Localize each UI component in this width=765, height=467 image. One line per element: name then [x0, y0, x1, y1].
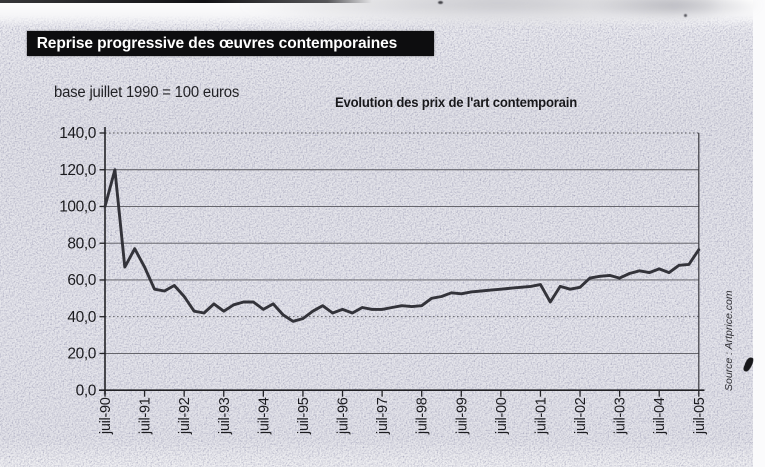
x-axis-label: juil-04 [652, 397, 668, 435]
x-axis-label: juil-92 [177, 397, 193, 435]
y-axis-tick-labels: 0,0 20,0 40,0 60,0 80,0 100,0 120,0 140,0 [59, 125, 97, 399]
x-axis-label: juil-00 [494, 397, 510, 435]
contemporary-art-price-line [103, 168, 701, 323]
x-axis-label: juil-99 [454, 397, 470, 435]
y-axis-label: 100,0 [59, 199, 97, 216]
x-axis-label: juil-90 [98, 397, 114, 435]
y-axis-label: 80,0 [67, 235, 96, 252]
x-axis-label: juil-02 [573, 397, 589, 435]
y-axis-label: 20,0 [67, 346, 96, 363]
x-axis-label: juil-98 [415, 397, 431, 435]
x-axis-label: juil-95 [296, 397, 312, 435]
chart-axes [99, 127, 705, 397]
chart-gridlines [105, 132, 699, 354]
y-axis-label: 40,0 [67, 309, 96, 326]
x-axis-label: juil-05 [692, 397, 708, 435]
price-line-series [103, 168, 701, 323]
x-axis-label: juil-01 [533, 397, 549, 435]
x-axis-label: juil-97 [375, 397, 391, 435]
x-axis-label: juil-96 [336, 397, 352, 435]
y-axis-label: 140,0 [59, 125, 97, 142]
x-axis-tick-labels: juil-90 juil-91 juil-92 juil-93 juil-94 juil-… [98, 397, 708, 435]
x-axis-label: juil-91 [138, 397, 154, 435]
y-axis-label: 0,0 [76, 382, 97, 399]
x-axis-label: juil-94 [256, 397, 272, 435]
x-axis-label: juil-03 [613, 397, 629, 435]
y-axis-label: 60,0 [67, 272, 96, 289]
y-axis-label: 120,0 [59, 162, 97, 179]
x-axis-label: juil-93 [217, 397, 233, 435]
